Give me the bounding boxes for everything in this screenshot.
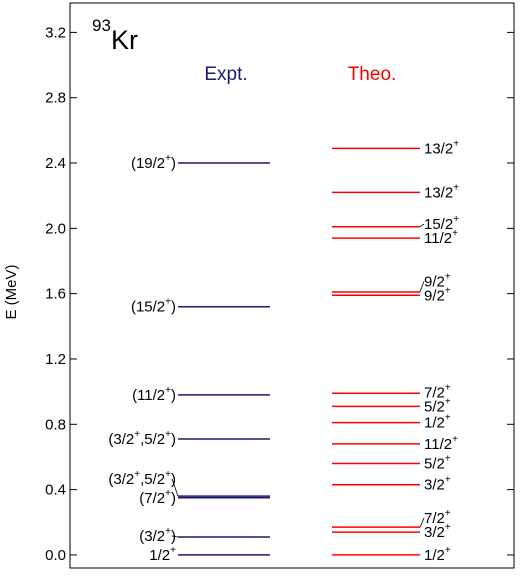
- y-axis-label: E (MeV): [3, 264, 20, 319]
- element-symbol: Kr: [111, 25, 138, 55]
- y-tick-label: 0.4: [45, 482, 66, 499]
- y-tick-label: 2.4: [45, 155, 66, 172]
- series-header-expt: Expt.: [204, 64, 247, 85]
- label-connector: [171, 535, 179, 538]
- y-tick-label: 3.2: [45, 24, 66, 41]
- level-label-theo: 1/2+​: [424, 413, 451, 432]
- label-connector: [419, 281, 425, 293]
- level-label-theo: 13/2+​: [424, 182, 459, 201]
- level-label-expt: (3/2+​): [139, 526, 176, 545]
- y-axis-label-group: E (MeV): [3, 264, 20, 319]
- y-ticks: 0.0 0.4 0.8 1.2 1.6 2.0 2.4 2.8 3.2: [45, 24, 514, 564]
- y-tick-label: 1.6: [45, 286, 66, 303]
- y-tick-label: 1.2: [45, 351, 66, 368]
- levels-theo: 1/2+​3/2+​7/2+​3/2+​5/2+​11/2+​1/2+​5/2+…: [332, 138, 459, 564]
- y-tick-label: 0.0: [45, 547, 66, 564]
- label-connector: [419, 517, 425, 528]
- level-label-theo: 15/2+​: [424, 214, 459, 233]
- level-label-expt: (15/2+​): [131, 297, 176, 316]
- level-label-theo: 3/2+​: [424, 522, 451, 541]
- level-label-theo: 13/2+​: [424, 138, 459, 157]
- level-label-expt: (3/2+​,5/2+​): [108, 469, 176, 488]
- nucleus-label: 93Kr: [92, 16, 138, 55]
- level-label-expt: (11/2+​): [132, 385, 176, 404]
- level-label-theo: 9/2+​: [424, 285, 451, 304]
- mass-number: 93: [92, 16, 111, 35]
- level-label-expt: (3/2+​,5/2+​): [108, 429, 176, 448]
- y-tick-label: 2.8: [45, 90, 66, 107]
- level-label-theo: 5/2+​: [424, 453, 451, 472]
- level-label-theo: 11/2+​: [424, 434, 458, 453]
- label-connector: [419, 223, 425, 228]
- y-tick-label: 0.8: [45, 416, 66, 433]
- level-label-theo: 3/2+​: [424, 475, 451, 494]
- level-label-expt: (19/2+​): [131, 153, 176, 172]
- level-label-theo: 5/2+​: [424, 396, 451, 415]
- label-connector: [171, 478, 179, 497]
- level-label-theo: 9/2+​: [424, 271, 451, 290]
- series-header-theo: Theo.: [348, 64, 397, 85]
- level-label-expt: 1/2+​: [149, 545, 176, 564]
- level-label-theo: 1/2+​: [424, 545, 451, 564]
- level-label-theo: 7/2+​: [424, 382, 451, 401]
- y-tick-label: 2.0: [45, 220, 66, 237]
- plot-frame: [69, 2, 515, 569]
- levels-expt: 1/2+​(3/2+​)(7/2+​)(3/2+​,5/2+​)(3/2+​,5…: [108, 153, 270, 564]
- level-label-theo: 7/2+​: [424, 508, 451, 527]
- level-label-expt: (7/2+​): [139, 488, 176, 507]
- level-label-theo: 11/2+​: [424, 228, 458, 247]
